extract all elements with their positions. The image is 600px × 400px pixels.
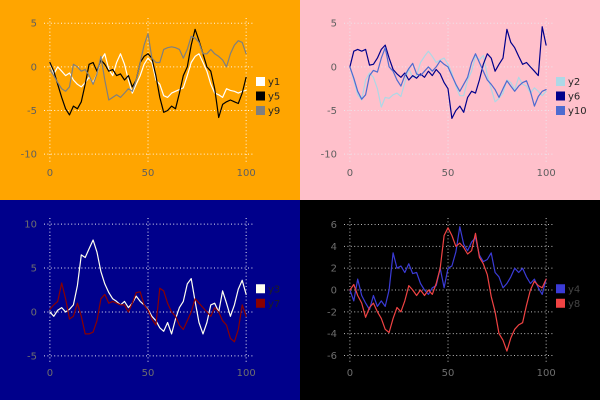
legend-label-y7: y7 <box>268 299 280 310</box>
legend-swatch-y6 <box>556 91 565 101</box>
y-tick-label: 10 <box>24 220 37 231</box>
series-line-y6 <box>349 26 547 120</box>
legend-label-y8: y8 <box>568 299 580 310</box>
series-line-y9 <box>49 33 247 101</box>
y-tick-label: 5 <box>31 264 37 275</box>
series-line-y2 <box>349 50 547 108</box>
legend-label-y2: y2 <box>568 77 580 88</box>
x-tick-label: 50 <box>442 168 455 179</box>
y-tick-label: 4 <box>331 242 337 253</box>
y-tick-label: -10 <box>321 150 337 161</box>
x-tick-label: 50 <box>142 168 155 179</box>
legend-swatch-y5 <box>256 91 265 101</box>
x-tick-label: 50 <box>142 368 155 379</box>
y-tick-label: -6 <box>327 351 337 362</box>
legend-label-y4: y4 <box>568 284 580 295</box>
x-tick-label: 50 <box>442 368 455 379</box>
x-tick-label: 100 <box>237 368 256 379</box>
chart-bottom-left: 10 5 0 -5 0 50 100 y3 y7 <box>0 200 300 400</box>
x-tick-label: 100 <box>237 168 256 179</box>
x-tick-label: 0 <box>47 368 53 379</box>
y-tick-label: -2 <box>327 307 337 318</box>
y-tick-label: -5 <box>27 106 37 117</box>
legend-label-y1: y1 <box>268 77 280 88</box>
y-tick-label: 2 <box>331 264 337 275</box>
chart-top-right: 5 0 -5 -10 0 50 100 y2 y6 y10 <box>300 0 600 200</box>
legend-label-y3: y3 <box>268 284 280 295</box>
series-line-y1 <box>49 53 247 99</box>
y-tick-label: 0 <box>331 62 337 73</box>
legend-swatch-y9 <box>256 106 265 115</box>
series-line-y7 <box>49 282 247 343</box>
y-tick-label: 0 <box>331 286 337 297</box>
y-tick-label: -10 <box>21 150 37 161</box>
y-tick-label: 5 <box>331 19 337 30</box>
legend-swatch-y7 <box>256 298 265 308</box>
x-tick-label: 0 <box>347 368 353 379</box>
legend-swatch-y2 <box>556 77 565 86</box>
chart-bottom-right: 6 4 2 0 -2 -4 -6 0 50 100 y4 y8 <box>300 200 600 400</box>
legend-label-y6: y6 <box>568 92 580 103</box>
chart-top-left: 5 0 -5 -10 0 50 100 y1 y5 y9 <box>0 0 300 200</box>
y-tick-label: -5 <box>327 106 337 117</box>
legend-label-y9: y9 <box>268 106 280 117</box>
legend-swatch-y10 <box>556 106 565 115</box>
series-line-y4 <box>349 226 547 311</box>
x-tick-label: 100 <box>537 168 556 179</box>
series-line-y5 <box>49 28 247 119</box>
y-tick-label: 0 <box>31 62 37 73</box>
plot-canvas: 6 4 2 0 -2 -4 -6 0 50 100 y4 y8 <box>327 218 580 379</box>
y-tick-label: 0 <box>31 307 37 318</box>
y-tick-label: 6 <box>331 220 337 231</box>
legend-swatch-y4 <box>556 284 565 294</box>
legend-swatch-y3 <box>256 284 265 294</box>
x-tick-label: 0 <box>47 168 53 179</box>
y-tick-label: -4 <box>327 329 337 340</box>
legend-swatch-y8 <box>556 298 565 308</box>
legend-swatch-y1 <box>256 77 265 86</box>
series-line-y10 <box>349 47 547 107</box>
x-tick-label: 0 <box>347 168 353 179</box>
series-line-y8 <box>349 227 547 352</box>
x-tick-label: 100 <box>537 368 556 379</box>
legend-label-y5: y5 <box>268 92 280 103</box>
legend-label-y10: y10 <box>568 106 587 117</box>
y-tick-label: -5 <box>27 351 37 362</box>
y-tick-label: 5 <box>31 19 37 30</box>
